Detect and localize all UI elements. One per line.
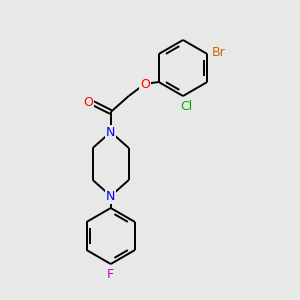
Text: Br: Br	[212, 46, 225, 59]
Text: F: F	[107, 268, 114, 281]
Text: N: N	[106, 125, 116, 139]
Text: O: O	[83, 95, 93, 109]
Text: N: N	[106, 190, 116, 202]
Text: O: O	[140, 77, 150, 91]
Text: Cl: Cl	[180, 100, 192, 113]
